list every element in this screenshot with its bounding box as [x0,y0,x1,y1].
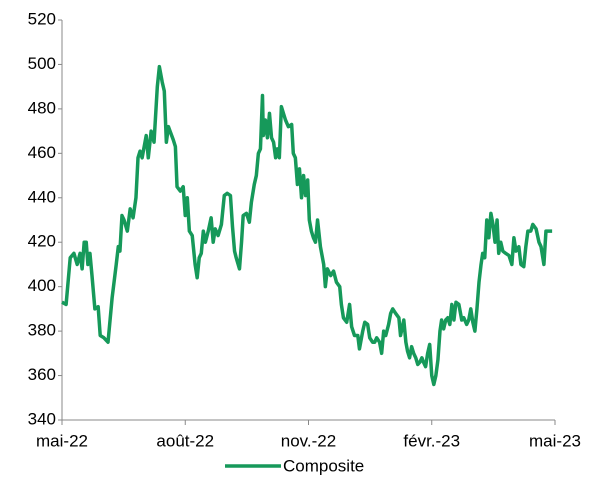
y-tick-label: 400 [28,276,56,295]
x-tick-label: févr.-23 [403,431,460,450]
legend-label: Composite [283,456,364,475]
x-tick-label: mai-22 [36,431,88,450]
y-tick-label: 360 [28,365,56,384]
y-tick-label: 440 [28,187,56,206]
y-tick-label: 460 [28,143,56,162]
y-tick-label: 500 [28,54,56,73]
x-tick-label: nov.-22 [281,431,336,450]
y-tick-label: 480 [28,98,56,117]
x-tick-label: mai-23 [529,431,581,450]
y-tick-label: 420 [28,232,56,251]
y-tick-label: 340 [28,409,56,428]
x-tick-label: août-22 [156,431,214,450]
y-tick-label: 520 [28,9,56,28]
series-line [61,64,553,387]
y-tick-label: 380 [28,321,56,340]
